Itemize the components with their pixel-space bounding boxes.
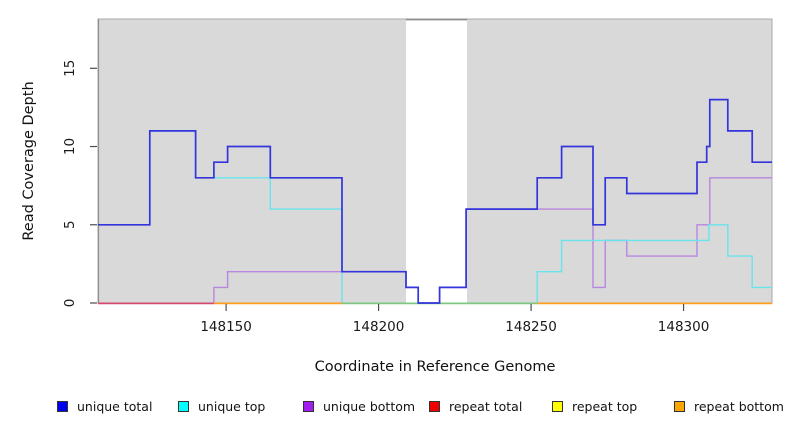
y-tick-label: 10: [62, 138, 78, 155]
x-tick-label: 148250: [505, 319, 557, 335]
legend-swatch-repeat-top: [552, 401, 563, 412]
coverage-gap-region: [406, 19, 468, 303]
legend-swatch-repeat-bottom: [674, 401, 685, 412]
legend-item: unique bottom: [303, 399, 415, 414]
legend-swatch-unique-bottom: [303, 401, 314, 412]
legend-swatch-repeat-total: [429, 401, 440, 412]
legend-label: repeat top: [572, 399, 638, 414]
legend-item: repeat bottom: [674, 399, 784, 414]
y-tick-label: 15: [62, 60, 78, 77]
legend-item: unique top: [178, 399, 265, 414]
legend-item: repeat top: [552, 399, 637, 414]
legend: unique total unique top unique bottom re…: [0, 399, 792, 419]
legend-label: unique total: [77, 399, 153, 414]
legend-label: unique bottom: [323, 399, 416, 414]
legend-swatch-unique-total: [57, 401, 68, 412]
x-axis-title: Coordinate in Reference Genome: [314, 359, 556, 375]
legend-label: repeat bottom: [694, 399, 784, 414]
series-unique-top: [536, 224, 772, 303]
x-tick-label: 148300: [658, 319, 710, 335]
legend-label: unique top: [198, 399, 266, 414]
legend-item: repeat total: [429, 399, 522, 414]
x-tick-label: 148150: [200, 319, 252, 335]
y-axis-title: Read Coverage Depth: [21, 81, 37, 241]
legend-item: unique total: [57, 399, 152, 414]
legend-swatch-unique-top: [178, 401, 189, 412]
x-tick-label: 148200: [353, 319, 405, 335]
series-unique-total: [98, 98, 772, 304]
y-tick-label: 0: [62, 299, 78, 308]
y-tick-label: 5: [62, 220, 78, 229]
legend-label: repeat total: [449, 399, 523, 414]
